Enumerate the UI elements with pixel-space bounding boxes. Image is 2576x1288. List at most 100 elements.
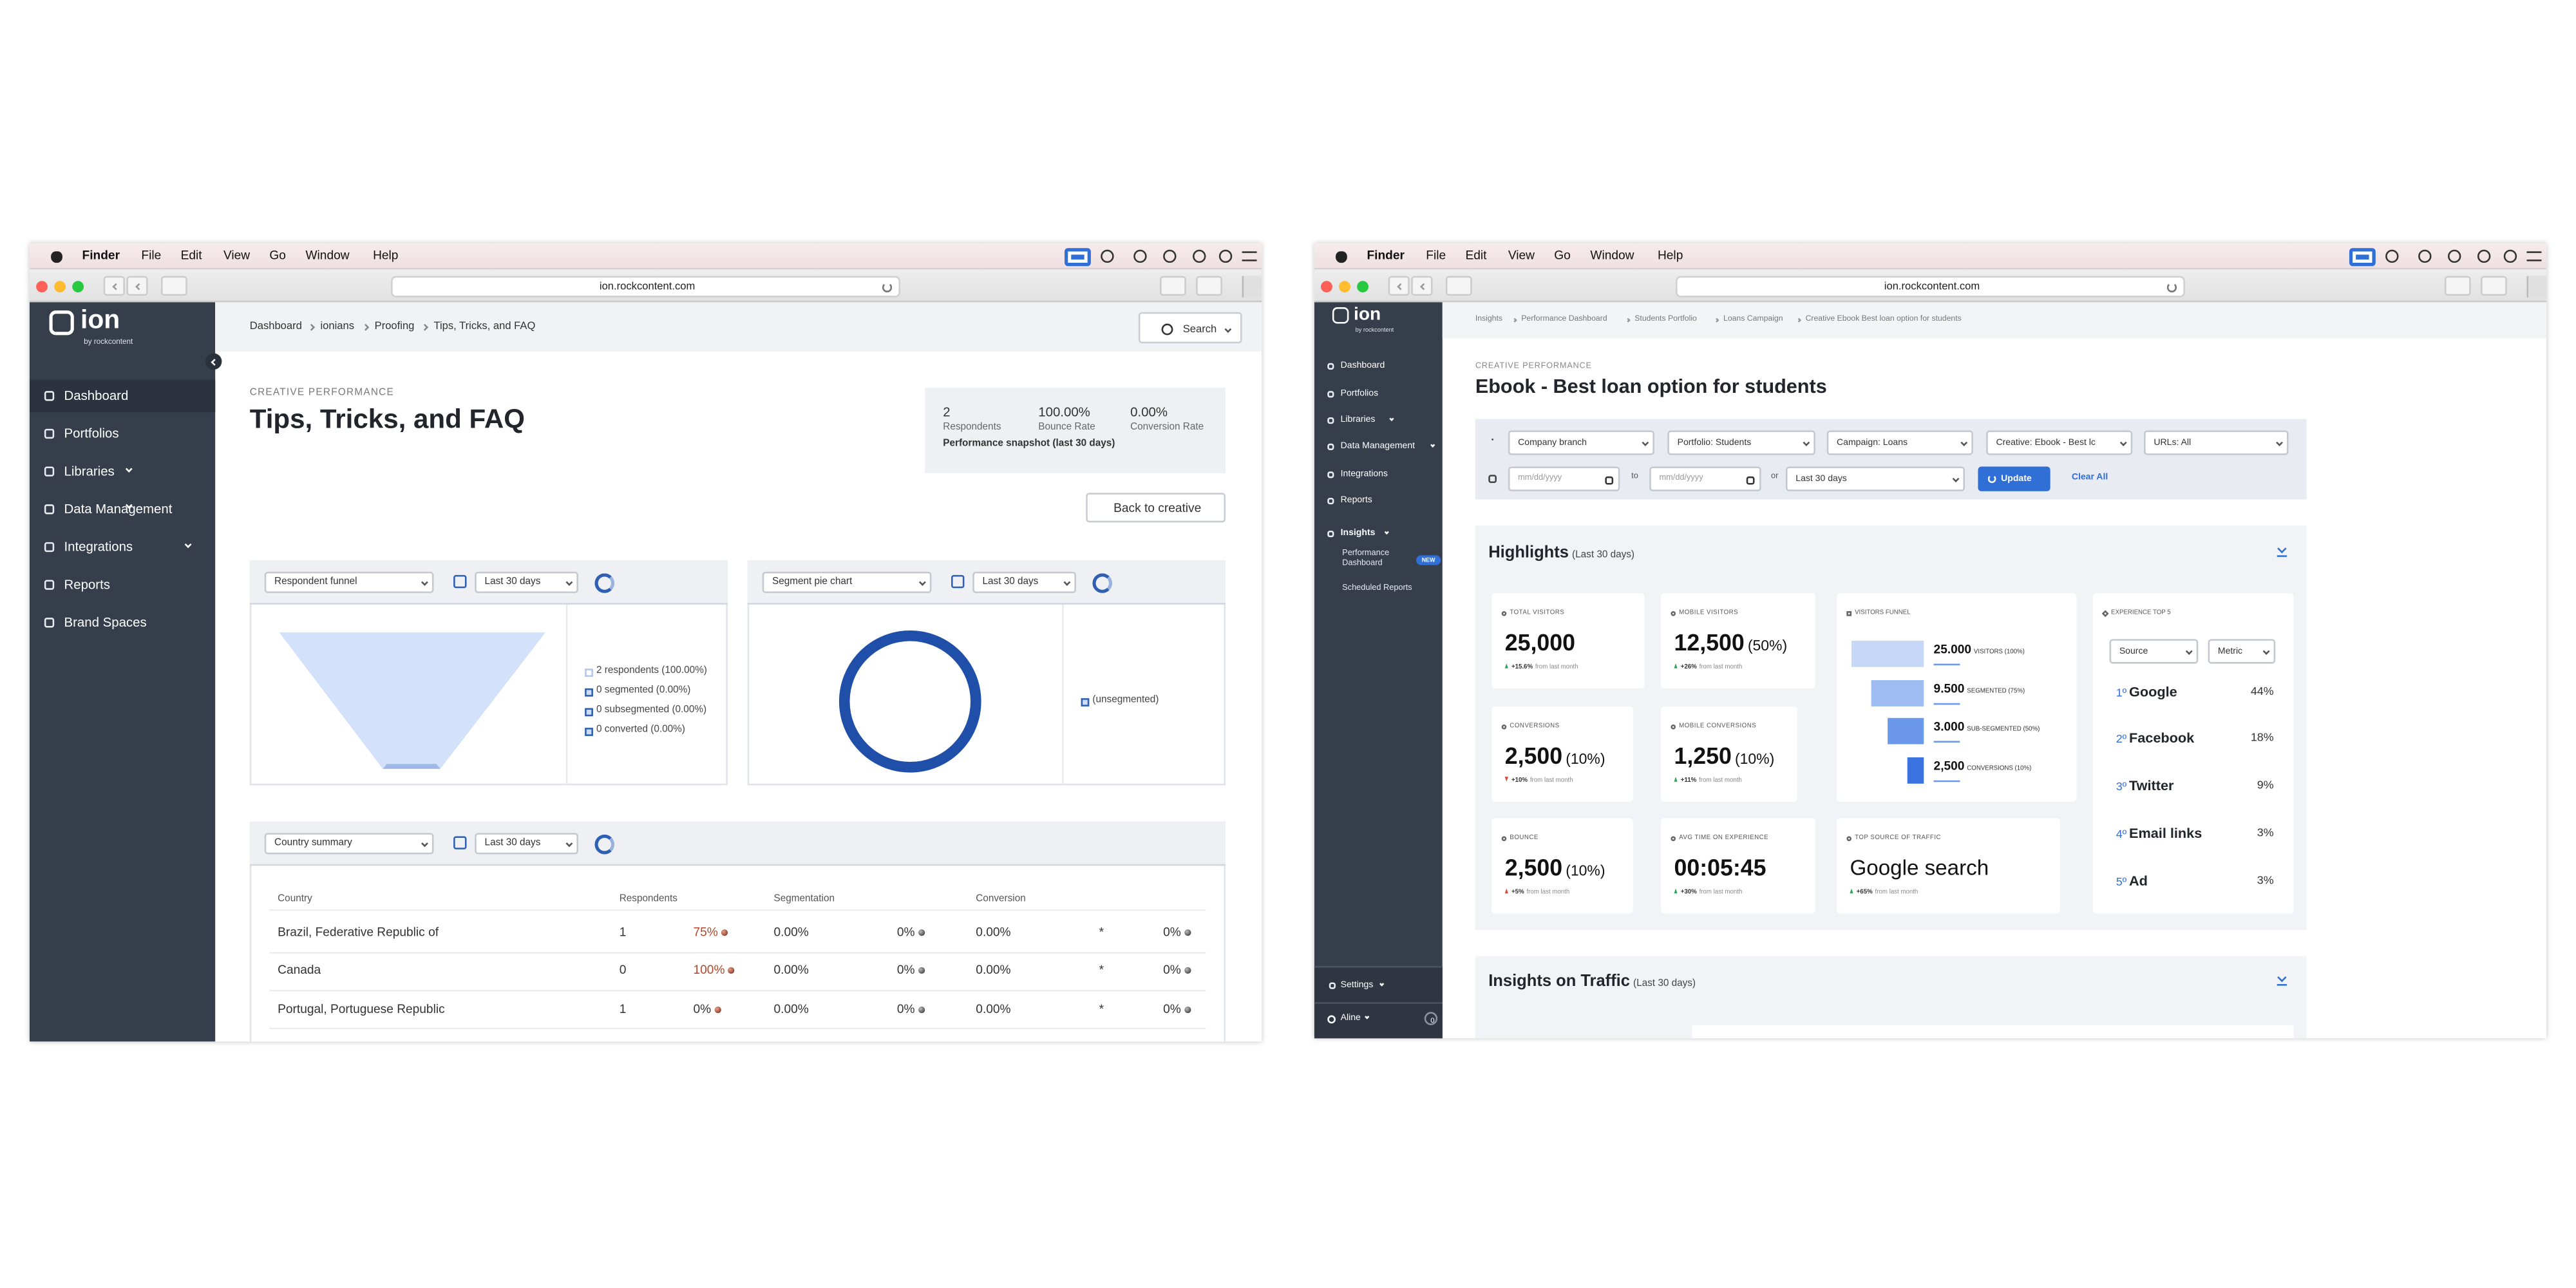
nav-item[interactable]: Data Management — [64, 502, 173, 517]
settings[interactable]: Settings — [1340, 980, 1374, 990]
filter-select[interactable]: Campaign: Loans — [1826, 430, 1973, 455]
nav-subitem[interactable]: Scheduled Reports — [1342, 583, 1412, 594]
range-select[interactable]: Last 30 days — [475, 833, 578, 855]
window-control[interactable] — [72, 279, 84, 292]
nav-item[interactable]: Dashboard — [1340, 361, 1385, 372]
nav-item[interactable]: Portfolios — [1340, 389, 1379, 399]
breadcrumb-item[interactable]: Students Portfolio — [1634, 316, 1697, 325]
range-select-text: Last 30 days — [484, 838, 541, 849]
breadcrumb-item[interactable]: Creative Ebook Best loan option for stud… — [1805, 316, 1962, 325]
date-input[interactable]: mm/dd/yyyy — [1508, 466, 1620, 491]
panel-select[interactable]: Segment pie chart — [762, 571, 932, 593]
address-bar[interactable]: ion.rockcontent.com — [391, 275, 900, 297]
menu-item[interactable]: File — [1426, 247, 1446, 263]
menu-item[interactable]: View — [1508, 247, 1535, 263]
menu-item[interactable]: Help — [373, 247, 399, 263]
user[interactable]: Aline — [1340, 1013, 1361, 1023]
status-icon — [1101, 249, 1114, 263]
card-change: +30% from last month — [1674, 888, 1742, 896]
breadcrumb-item[interactable]: Loans Campaign — [1723, 316, 1783, 325]
nav-item[interactable]: Brand Spaces — [64, 615, 147, 630]
traffic-heading: Insights on Traffic (Last 30 days) — [1488, 973, 1696, 992]
range-select[interactable]: Last 30 days — [972, 571, 1076, 593]
breadcrumb-item[interactable]: Tips, Tricks, and FAQ — [433, 321, 536, 332]
update-button[interactable]: Update — [1978, 466, 2050, 491]
range-select[interactable]: Last 30 days — [475, 571, 578, 593]
nav-button[interactable] — [1411, 276, 1433, 296]
filter-select[interactable]: Creative: Ebook - Best lc — [1986, 430, 2133, 455]
top5-select[interactable]: Metric — [2208, 639, 2276, 664]
back-button[interactable]: Back to creative — [1086, 493, 1226, 523]
menu-app[interactable]: Finder — [82, 247, 120, 263]
panel-select[interactable]: Respondent funnel — [264, 571, 434, 593]
refresh-button[interactable] — [594, 573, 615, 592]
refresh-button[interactable] — [1092, 573, 1113, 592]
breadcrumb-item[interactable]: Performance Dashboard — [1521, 316, 1607, 325]
address-bar[interactable]: ion.rockcontent.com — [1676, 275, 2185, 297]
menu-item[interactable]: Edit — [180, 247, 202, 263]
top5-name: Twitter — [2129, 777, 2174, 794]
nav-button[interactable] — [103, 276, 125, 296]
panel-select[interactable]: Country summary — [264, 833, 434, 855]
update-text: Update — [2001, 473, 2032, 484]
window-control[interactable] — [1357, 279, 1368, 292]
top5-select[interactable]: Source — [2109, 639, 2199, 664]
nav-item[interactable]: Insights — [1340, 529, 1376, 539]
nav-item[interactable]: Libraries — [1340, 415, 1376, 426]
date-input[interactable]: mm/dd/yyyy — [1649, 466, 1761, 491]
top5-rank: 4º — [2116, 829, 2127, 842]
sidebar-button[interactable] — [161, 276, 187, 296]
icon — [1327, 391, 1334, 398]
toolbar-button[interactable] — [2444, 276, 2471, 296]
nav-item[interactable]: Integrations — [1340, 469, 1388, 480]
menu-item[interactable]: Window — [305, 247, 350, 263]
breadcrumb-item[interactable]: Proofing — [374, 321, 415, 332]
search-button[interactable]: Search — [1138, 312, 1242, 344]
toolbar-button[interactable] — [1196, 276, 1222, 296]
menu-item[interactable]: Edit — [1465, 247, 1487, 263]
range-select[interactable]: Last 30 days — [1785, 466, 1965, 491]
breadcrumb-item[interactable]: ionians — [320, 321, 355, 332]
clear-button[interactable]: Clear All — [2071, 473, 2108, 483]
nav-item[interactable]: Libraries — [64, 464, 115, 479]
nav-item[interactable]: Reports — [1340, 496, 1372, 506]
nav-item[interactable]: Reports — [64, 577, 110, 592]
window-control[interactable] — [1321, 279, 1332, 292]
menu-item[interactable]: View — [223, 247, 251, 263]
range-select-text: Last 30 days — [484, 577, 541, 588]
new-tab-button[interactable] — [2526, 276, 2547, 298]
toolbar-button[interactable] — [2481, 276, 2507, 296]
menu-item[interactable]: Window — [1590, 247, 1634, 263]
breadcrumb-item[interactable]: Insights — [1475, 316, 1503, 325]
window-control[interactable] — [1339, 279, 1350, 292]
nav-item[interactable]: Integrations — [64, 539, 133, 554]
nav-item[interactable]: Data Management — [1340, 441, 1416, 452]
window-control[interactable] — [54, 279, 66, 292]
filter-select[interactable]: URLs: All — [2144, 430, 2289, 455]
filter-select[interactable]: Company branch — [1508, 430, 1654, 455]
status-icon — [2349, 247, 2376, 265]
toolbar-button[interactable] — [1160, 276, 1186, 296]
traffic-chart-area — [1692, 1025, 2294, 1039]
nav-button[interactable] — [126, 276, 148, 296]
funnel-card: VISITORS FUNNEL 25.000 VISITORS (100%) 9.50… — [1837, 592, 2077, 802]
collapse-button[interactable] — [205, 353, 222, 370]
refresh-button[interactable] — [594, 833, 615, 854]
menu-item[interactable]: Help — [1657, 247, 1683, 263]
nav-item[interactable]: Portfolios — [64, 426, 119, 441]
menu-item[interactable]: Go — [269, 247, 286, 263]
filter-select[interactable]: Portfolio: Students — [1667, 430, 1815, 455]
nav-subitem[interactable]: Performance Dashboard — [1342, 549, 1390, 569]
stat-card: MOBILE VISITORS 12,500 (50%) +26% from last … — [1661, 592, 1815, 688]
menu-item[interactable]: Go — [1554, 247, 1571, 263]
menu-app[interactable]: Finder — [1367, 247, 1405, 263]
chevron-icon — [2276, 439, 2283, 446]
nav-item[interactable]: Dashboard — [64, 388, 129, 404]
breadcrumb-item[interactable]: Dashboard — [249, 321, 302, 332]
nav-button[interactable] — [1388, 276, 1410, 296]
sidebar-button[interactable] — [1445, 276, 1472, 296]
menu-item[interactable]: File — [141, 247, 162, 263]
window-control[interactable] — [36, 279, 48, 292]
new-tab-button[interactable] — [1242, 276, 1262, 298]
funnel-stage-value: 2,500 — [1933, 758, 1965, 773]
